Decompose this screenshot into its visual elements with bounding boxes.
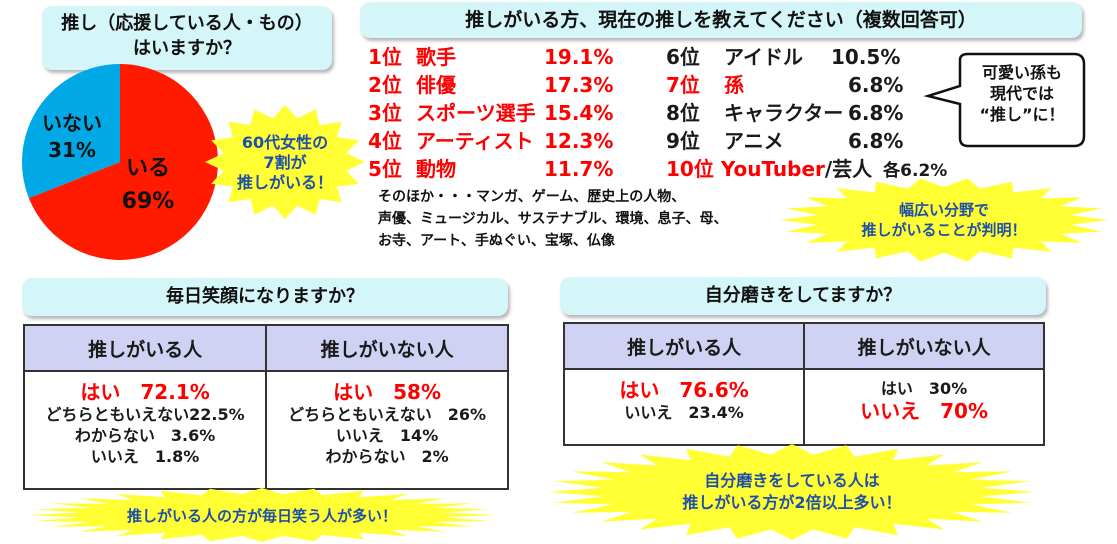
bubble-line2: 現代では <box>989 84 1054 103</box>
pie-label-inai-name: いない <box>42 111 102 135</box>
speech-bubble <box>923 52 1086 148</box>
rank-1-pct: 19.1% <box>544 45 614 69</box>
pie-question-title: 推し（応援している人・もの） はいますか？ <box>42 6 332 70</box>
smile-col2-line4: わからない 2% <box>325 447 449 466</box>
smile-col2-line3: いいえ 14% <box>335 426 439 445</box>
smile-table: 推しがいる人 推しがいない人 はい 72.1% どちらともいえない22.5% わ… <box>22 324 509 490</box>
selfcare-col2-header: 推しがいない人 <box>803 322 1045 370</box>
smile-col2-cell: はい 58% どちらともいえない 26% いいえ 14% わからない 2% <box>265 370 509 490</box>
rank-8-name: キャラクター <box>724 101 844 125</box>
starburst-selfcare-line1: 自分磨きをしている人は <box>704 471 880 490</box>
rank-9-name: アニメ <box>724 129 784 153</box>
rank-6-rank: 6位 <box>666 45 700 69</box>
pie-question-line2: はいますか？ <box>133 38 241 59</box>
rank-9-pct: 6.8% <box>848 129 904 153</box>
starburst-60s-women: 60代女性の 7割が 推しがいる！ <box>205 105 365 220</box>
rank-3-pct: 15.4% <box>544 101 614 125</box>
starburst-60s-line1: 60代女性の <box>241 132 329 152</box>
rank-1-name: 歌手 <box>416 45 456 69</box>
rank-1-rank: 1位 <box>368 45 402 69</box>
starburst-selfcare-line2: 推しがいる方が2倍以上多い！ <box>682 493 902 512</box>
others-line2: 声優、ミュージカル、サステナブル、環境、息子、母、 <box>378 211 728 227</box>
rank-3-name: スポーツ選手 <box>416 101 536 125</box>
ranking-left-list: 1位 歌手 19.1% 2位 俳優 17.3% 3位 スポーツ選手 15.4% … <box>368 44 638 184</box>
rank-8-rank: 8位 <box>666 101 700 125</box>
selfcare-col1-line2: いいえ 23.4% <box>624 403 744 422</box>
pie-slice-1 <box>22 64 121 199</box>
rank-4-rank: 4位 <box>368 129 402 153</box>
smile-question-title: 毎日笑顔になりますか？ <box>22 278 508 316</box>
others-line1: そのほか・・・マンガ、ゲーム、歴史上の人物、 <box>378 189 686 205</box>
smile-col1-header: 推しがいる人 <box>22 324 268 372</box>
starburst-wide-line2: 推しがいることが判明！ <box>861 221 1027 239</box>
starburst-60s-line2: 7割が <box>263 152 307 172</box>
bubble-line1: 可愛い孫も <box>981 63 1062 82</box>
rank-3-rank: 3位 <box>368 101 402 125</box>
smile-col1-line2: どちらともいえない22.5% <box>45 405 245 424</box>
others-line3: お寺、アート、手ぬぐい、宝塚、仏像 <box>378 233 615 249</box>
bubble-line3: “推し”に！ <box>979 105 1065 124</box>
rank-2-rank: 2位 <box>368 73 402 97</box>
rank-10-rank: 10位 <box>666 157 714 181</box>
rank-4-name: アーティスト <box>416 129 534 153</box>
pie-question-line1: 推し（応援している人・もの） <box>61 13 313 34</box>
pie-label-iru-pct: 69% <box>122 189 175 214</box>
starburst-smile-text: 推しがいる人の方が毎日笑う人が多い！ <box>126 506 397 525</box>
rank-8-pct: 6.8% <box>848 101 904 125</box>
rank-5-pct: 11.7% <box>544 157 614 181</box>
rank-10-row: 10位 YouTuber/芸人 各6.2% <box>666 156 947 185</box>
selfcare-col1-cell: はい 76.6% いいえ 23.4% <box>562 368 806 446</box>
selfcare-col2-line2: いいえ 70% <box>860 399 989 423</box>
smile-col1-line4: いいえ 1.8% <box>90 447 200 466</box>
selfcare-col1-header: 推しがいる人 <box>562 322 806 370</box>
rank-5-rank: 5位 <box>368 157 402 181</box>
pie-chart: いる 69% いない 31% <box>22 64 219 260</box>
pie-slice-0 <box>28 64 219 260</box>
starburst-wide-line1: 幅広い分野で <box>898 201 989 219</box>
smile-col1-line1: はい 72.1% <box>80 380 210 404</box>
rank-9-rank: 9位 <box>666 129 700 153</box>
rank-4-pct: 12.3% <box>544 129 614 153</box>
rank-6-pct: 10.5% <box>831 45 901 69</box>
selfcare-col1-line1: はい 76.6% <box>619 378 749 402</box>
selfcare-col2-cell: はい 30% いいえ 70% <box>803 368 1045 446</box>
rank-2-name: 俳優 <box>416 73 456 97</box>
selfcare-col2-line1: はい 30% <box>880 379 968 398</box>
rank-7-name: 孫 <box>724 73 744 97</box>
rank-5-name: 動物 <box>416 157 456 181</box>
rank-10-name-geinin: /芸人 <box>824 157 873 181</box>
smile-col1-cell: はい 72.1% どちらともいえない22.5% わからない 3.6% いいえ 1… <box>22 370 268 490</box>
pie-label-inai-pct: 31% <box>48 138 96 162</box>
smile-col1-line3: わからない 3.6% <box>74 426 216 445</box>
starburst-60s-line3: 推しがいる！ <box>236 172 333 192</box>
starburst-smile: 推しがいる人の方が毎日笑う人が多い！ <box>28 488 496 542</box>
starburst-selfcare: 自分磨きをしている人は 推しがいる方が2倍以上多い！ <box>548 444 1036 540</box>
rank-2-pct: 17.3% <box>544 73 614 97</box>
smile-col2-line2: どちらともいえない 26% <box>288 405 487 424</box>
smile-col2-line1: はい 58% <box>333 380 442 404</box>
starburst-wide-fields: 幅広い分野で 推しがいることが判明！ <box>780 178 1108 262</box>
other-categories-text: そのほか・・・マンガ、ゲーム、歴史上の人物、 声優、ミュージカル、サステナブル、… <box>378 186 798 252</box>
rank-6-name: アイドル <box>724 45 803 69</box>
selfcare-question-title: 自分磨きをしてますか？ <box>560 277 1046 315</box>
pie-label-iru-name: いる <box>126 156 170 181</box>
smile-col2-header: 推しがいない人 <box>265 324 509 372</box>
selfcare-table: 推しがいる人 推しがいない人 はい 76.6% いいえ 23.4% はい 30%… <box>562 322 1045 446</box>
ranking-right-list: 6位 アイドル 10.5% 7位 孫 6.8% 8位 キャラクター 6.8% 9… <box>666 44 996 184</box>
rank-10-pct: 各6.2% <box>883 161 948 181</box>
oshi-ranking-title: 推しがいる方、現在の推しを教えてください（複数回答可） <box>360 2 1082 38</box>
rank-7-rank: 7位 <box>666 73 700 97</box>
rank-7-pct: 6.8% <box>848 73 904 97</box>
rank-10-name-youtuber: YouTuber <box>720 157 825 181</box>
